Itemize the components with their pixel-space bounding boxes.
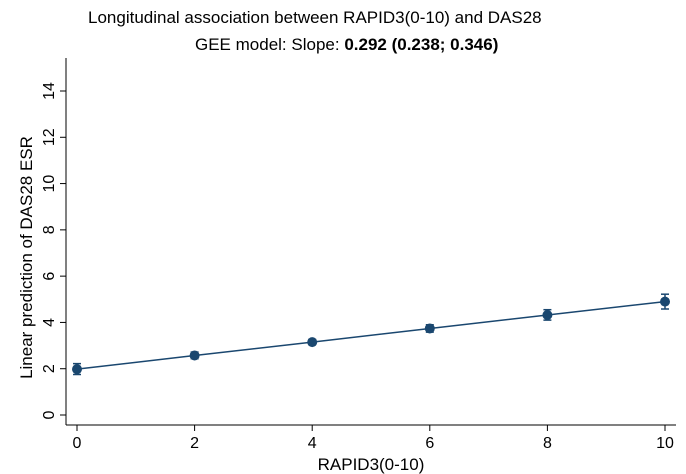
y-tick-label: 10 [41, 175, 58, 193]
y-tick-label: 14 [41, 82, 58, 100]
data-point [72, 364, 82, 375]
data-point [189, 350, 200, 361]
fitted-line [76, 300, 666, 370]
x-tick-label: 2 [190, 435, 199, 452]
chart-subtitle-slope: 0.292 (0.238; 0.346) [344, 35, 499, 54]
y-tick-label: 4 [41, 318, 58, 327]
chart-subtitle-text: GEE model: Slope: [195, 35, 345, 54]
data-point [307, 337, 318, 348]
data-point [542, 310, 553, 321]
x-tick-label: 6 [425, 435, 434, 452]
x-axis-title: RAPID3(0-10) [318, 455, 425, 474]
data-points [72, 296, 670, 375]
y-axis-title: Linear prediction of DAS28 ESR [17, 136, 36, 379]
y-tick-label: 6 [41, 272, 58, 281]
confidence-intervals [73, 293, 669, 376]
chart-subtitle: GEE model: Slope: 0.292 (0.238; 0.346) [195, 35, 498, 55]
y-tick-label: 8 [41, 225, 58, 234]
y-tick-label: 0 [41, 410, 58, 419]
y-tick-label: 12 [41, 128, 58, 146]
y-tick-label: 2 [41, 364, 58, 373]
x-tick-label: 8 [543, 435, 552, 452]
data-point [424, 323, 435, 334]
x-axis-ticks: 0 2 4 6 8 10 [73, 425, 674, 452]
y-axis-ticks: 0 2 4 6 8 10 12 14 [41, 82, 66, 419]
x-tick-label: 4 [308, 435, 317, 452]
chart-title-line1: Longitudinal association between RAPID3(… [88, 8, 542, 27]
x-tick-label: 0 [73, 435, 82, 452]
data-point [660, 296, 670, 307]
x-tick-label: 10 [656, 435, 674, 452]
